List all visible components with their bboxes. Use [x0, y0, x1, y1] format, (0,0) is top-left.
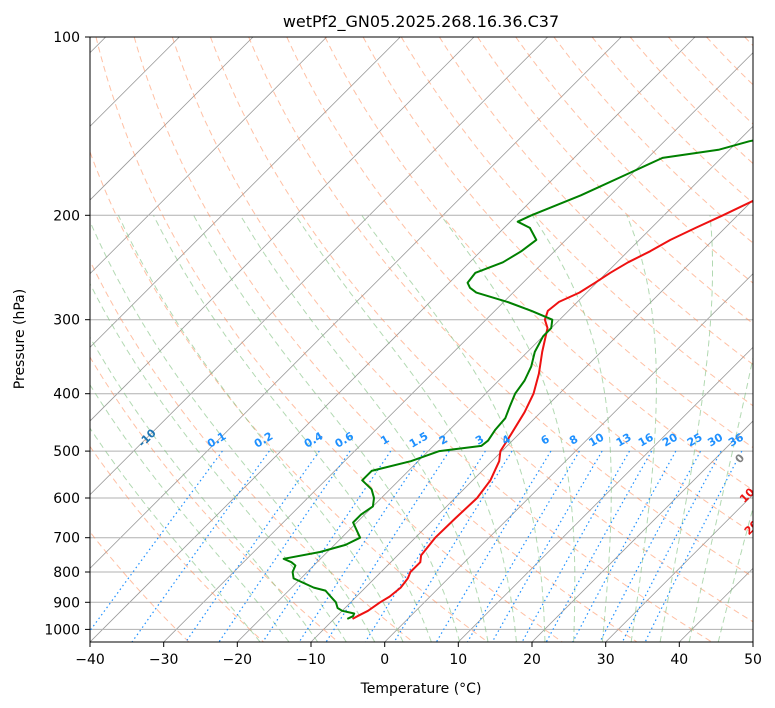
isotherm-line — [605, 494, 753, 642]
y-tick-label: 200 — [53, 208, 80, 224]
moist-adiabat-line — [90, 220, 376, 642]
y-tick-label: 300 — [53, 313, 80, 329]
chart-title: wetPf2_GN05.2025.268.16.36.C37 — [283, 12, 559, 32]
isotherm-line — [90, 37, 548, 496]
isotherm-line — [90, 37, 622, 569]
moist-adiabat-line — [440, 215, 576, 642]
moist-adiabat-line — [90, 427, 261, 642]
mixing-ratio-line — [491, 450, 603, 642]
mixing-ratio-line — [572, 450, 677, 642]
x-tick-label: −30 — [149, 652, 179, 668]
temperature-profile-line — [352, 199, 753, 620]
x-tick-label: 10 — [449, 652, 467, 668]
x-tick-label: −10 — [296, 652, 326, 668]
isotherm-line — [458, 346, 753, 642]
isotherm-line — [90, 37, 475, 422]
mixing-ratio-line — [435, 450, 552, 642]
dry-adiabat-line — [324, 37, 753, 491]
y-tick-label: 1000 — [44, 622, 80, 638]
y-tick-label: 400 — [53, 387, 80, 403]
dry-adiabat-line — [133, 37, 638, 642]
x-tick-label: 0 — [380, 652, 389, 668]
y-tick-label: 500 — [53, 444, 80, 460]
dry-adiabat-line — [400, 37, 753, 407]
moist-adiabat-line — [90, 282, 347, 642]
dry-adiabat-line — [286, 37, 753, 534]
isotherm-line — [90, 37, 327, 275]
isotherm-line — [90, 37, 401, 348]
isotherm-line — [90, 37, 696, 642]
dry-adiabat-line — [90, 356, 339, 642]
moist-adiabat-line — [659, 215, 713, 642]
dry-adiabat-line — [591, 37, 753, 204]
x-tick-label: −20 — [223, 652, 253, 668]
mixing-ratio-line — [466, 450, 580, 642]
mixing-ratio-line — [298, 450, 425, 642]
dry-adiabat-line — [248, 37, 753, 578]
mixing-ratio-line — [545, 450, 653, 642]
mixing-ratio-line — [185, 450, 320, 642]
moist-adiabat-line — [239, 215, 489, 642]
y-tick-label: 600 — [53, 491, 80, 507]
isotherm-line — [237, 125, 753, 642]
dry-adiabat-line — [90, 445, 264, 642]
moist-adiabat-line — [117, 215, 404, 642]
moist-adiabat-line — [361, 215, 546, 642]
x-tick-label: 40 — [670, 652, 688, 668]
x-tick-label: 50 — [744, 652, 762, 668]
y-tick-label: 800 — [53, 565, 80, 581]
dry-adiabat-line — [90, 259, 414, 642]
plot-frame — [89, 36, 754, 643]
dewpoint-profile-line — [282, 139, 753, 620]
y-tick-label: 700 — [53, 531, 80, 547]
mixing-ratio-line — [131, 450, 270, 642]
x-tick-label: −40 — [75, 652, 105, 668]
isotherm-line — [531, 420, 753, 642]
mixing-ratio-line — [393, 450, 513, 642]
mixing-ratio-line — [521, 450, 631, 642]
isotherm-line — [384, 273, 753, 642]
y-axis-label: Pressure (hPa) — [12, 289, 28, 389]
y-tick-label: 900 — [53, 595, 80, 611]
dry-adiabat-line — [171, 37, 712, 642]
y-tick-label: 100 — [53, 30, 80, 46]
dry-adiabat-line — [362, 37, 753, 449]
x-tick-label: 30 — [597, 652, 615, 668]
moist-adiabat-line — [90, 383, 290, 642]
dry-adiabat-line — [210, 37, 753, 623]
isotherm-line — [163, 52, 753, 642]
mixing-ratio-line — [364, 450, 486, 642]
moist-adiabat-line — [90, 336, 319, 642]
x-tick-label: 20 — [523, 652, 541, 668]
moist-adiabat-label: 20 — [742, 517, 762, 537]
moist-adiabat-line — [193, 215, 461, 642]
dry-adiabat-line — [438, 37, 753, 366]
moist-adiabat-line — [531, 215, 612, 642]
isotherm-line — [90, 37, 254, 201]
dry-adiabat-line — [553, 37, 753, 244]
mixing-ratio-line — [621, 450, 722, 642]
mixing-ratio-line — [325, 450, 450, 642]
moist-adiabat-line — [626, 215, 657, 642]
x-axis-label: Temperature (°C) — [360, 681, 482, 697]
mixing-ratio-line — [599, 450, 702, 642]
